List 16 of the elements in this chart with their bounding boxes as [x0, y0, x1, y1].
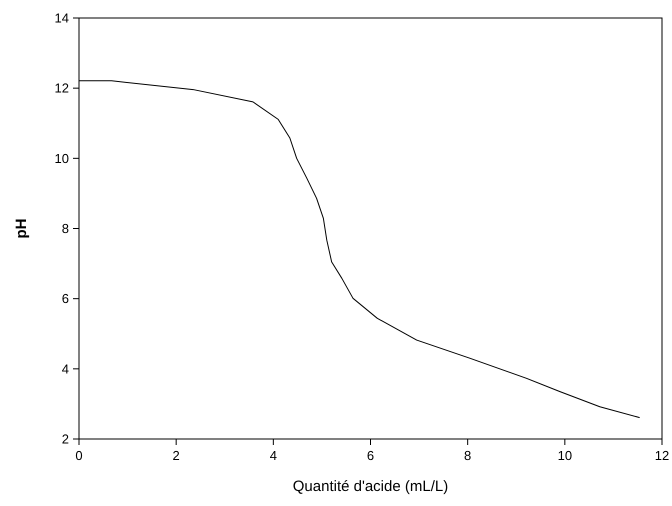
y-tick-label: 4 [62, 361, 69, 376]
y-axis-title: pH [13, 218, 30, 238]
y-tick-label: 8 [62, 221, 69, 236]
x-tick-label: 4 [270, 448, 277, 463]
x-tick-label: 6 [366, 448, 374, 463]
y-tick-label: 10 [54, 150, 69, 166]
y-tick-label: 12 [54, 80, 69, 96]
x-axis-title: Quantité d'acide (mL/L) [292, 478, 448, 495]
x-tick-label: 8 [464, 448, 472, 463]
y-tick-label: 2 [62, 432, 69, 447]
y-tick-label: 14 [54, 10, 69, 26]
x-tick-label: 10 [558, 448, 572, 463]
x-tick-label: 2 [172, 448, 180, 463]
x-tick-label: 12 [654, 448, 670, 463]
x-tick-label: 0 [75, 448, 83, 463]
y-tick-label: 6 [62, 291, 69, 306]
